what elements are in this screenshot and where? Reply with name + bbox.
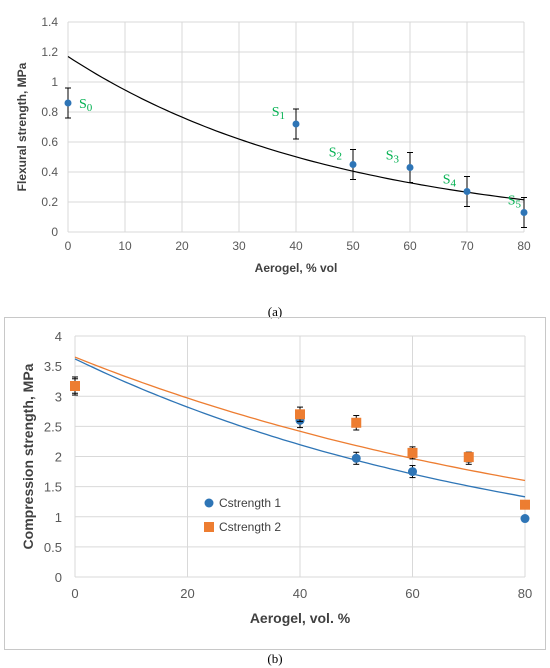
data-point — [408, 467, 417, 477]
flexural-chart-svg: 0 10 20 30 40 50 60 70 8000.20.40.60.811.21.4Aer… — [15, 15, 531, 275]
trendline — [67, 55, 525, 201]
point-label-letter: S — [329, 146, 337, 161]
x-axis-label: Aerogel, % vol — [255, 261, 338, 275]
legend-label: Cstrength 1 — [219, 496, 281, 510]
y-tick-label: 0 — [55, 570, 62, 585]
data-point — [520, 514, 530, 524]
y-tick-label: 3.5 — [44, 359, 62, 374]
point-label: S4 — [443, 173, 457, 190]
y-tick-label: 2 — [55, 450, 62, 465]
y-tick-label: 1 — [51, 75, 58, 89]
x-tick-label: 40 — [293, 586, 307, 601]
chart-b-border — [4, 317, 546, 650]
legend-marker — [204, 522, 214, 532]
x-tick-label: 30 — [232, 239, 246, 253]
y-tick-label: 0.2 — [41, 195, 58, 209]
point-label-subscript: 5 — [516, 199, 522, 211]
point-label: S2 — [329, 146, 342, 163]
trendline — [74, 358, 526, 498]
x-tick-label: 60 — [405, 586, 419, 601]
y-tick-label: 0 — [51, 225, 58, 239]
caption-a: (a) — [267, 304, 283, 319]
trendline — [74, 356, 526, 482]
y-tick-label: 0.4 — [41, 165, 58, 179]
x-tick-label: 40 — [289, 239, 303, 253]
point-label: S5 — [508, 194, 522, 211]
y-tick-label: 0.5 — [44, 540, 62, 555]
data-point — [463, 452, 474, 463]
point-label-subscript: 0 — [87, 102, 93, 114]
x-tick-label: 80 — [517, 239, 531, 253]
data-point — [351, 417, 362, 428]
y-tick-label: 2.5 — [44, 419, 62, 434]
data-point — [463, 188, 471, 195]
data-point — [520, 209, 528, 216]
data-point — [406, 164, 414, 171]
x-tick-label: 0 — [71, 586, 78, 601]
data-point — [292, 120, 300, 128]
data-point — [64, 99, 72, 107]
x-tick-label: 20 — [175, 239, 189, 253]
point-label-letter: S — [508, 194, 516, 209]
point-label: S0 — [79, 97, 93, 114]
compression-chart-svg: 0 20 40 60 80 0 0.5 1 1.5 2 2.5 3 3.5 4 Aerogel, vol. … — [20, 329, 532, 626]
legend-marker — [204, 498, 214, 508]
data-point — [70, 381, 80, 392]
x-axis-label: Aerogel, vol. % — [250, 610, 351, 626]
x-tick-label: 50 — [346, 239, 360, 253]
x-tick-label: 0 — [65, 239, 72, 253]
point-label-letter: S — [79, 97, 87, 112]
data-point — [295, 409, 305, 420]
point-label-subscript: 2 — [337, 151, 343, 163]
caption-b: (b) — [267, 651, 283, 666]
y-tick-label: 1.4 — [41, 15, 58, 29]
y-tick-label: 0.8 — [41, 105, 58, 119]
legend-label: Cstrength 2 — [219, 520, 281, 534]
compression-strength-chart: 0 20 40 60 80 0 0.5 1 1.5 2 2.5 3 3.5 4 Aerogel, vol. … — [0, 317, 550, 650]
point-label-letter: S — [443, 173, 451, 188]
point-label-subscript: 1 — [280, 110, 286, 122]
data-point — [349, 161, 357, 168]
y-tick-label: 3 — [55, 389, 62, 404]
y-tick-label: 1.2 — [41, 45, 58, 59]
point-label-letter: S — [386, 149, 394, 164]
y-tick-label: 1 — [55, 510, 62, 525]
x-tick-label: 60 — [403, 239, 417, 253]
x-tick-label: 10 — [118, 239, 132, 253]
point-label: S1 — [272, 105, 285, 122]
y-tick-label: 1.5 — [44, 480, 62, 495]
y-tick-label: 0.6 — [41, 135, 58, 149]
legend: Cstrength 1 Cstrength 2 — [204, 496, 281, 534]
data-point — [407, 447, 418, 458]
x-tick-label: 70 — [460, 239, 474, 253]
point-label-subscript: 4 — [451, 178, 457, 190]
y-axis-label: Flexural strength, MPa — [15, 62, 29, 191]
data-point — [520, 499, 530, 510]
y-tick-label: 4 — [55, 329, 62, 344]
data-point — [351, 453, 361, 463]
point-label-letter: S — [272, 105, 280, 120]
x-tick-label: 20 — [180, 586, 194, 601]
flexural-strength-chart: 0 10 20 30 40 50 60 70 80 0 0.2 0.4 0.6 0.8 1 1.2 1.4 Aer… — [0, 0, 550, 300]
point-label-subscript: 3 — [394, 154, 400, 166]
x-tick-label: 80 — [518, 586, 532, 601]
point-label: S3 — [386, 149, 400, 166]
y-axis-label: Compression strength, MPa — [20, 363, 36, 549]
